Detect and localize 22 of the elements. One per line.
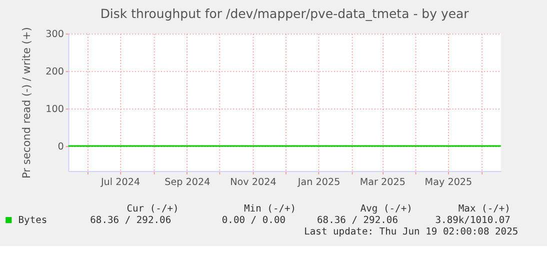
text: 68.36 / 292.06	[316, 214, 398, 226]
y-tick-label: 0	[58, 141, 64, 152]
chart-title: Disk throughput for /dev/mapper/pve-data_tmeta - by year	[100, 6, 470, 21]
text: Min (-/+)	[244, 203, 296, 214]
x-tick-label: Jan 2025	[296, 177, 340, 188]
text: 0.00 / 0.00	[222, 214, 286, 226]
text: 68.36 / 292.06	[90, 214, 172, 226]
y-axis-title: Pr second read (-) / write (+)	[21, 27, 34, 179]
y-tick-label: 300	[46, 28, 64, 40]
text: Last update: Thu Jun 19 02:00:08 2025	[304, 226, 518, 238]
y-tick-label: 200	[46, 66, 64, 78]
x-tick-label: Mar 2025	[360, 177, 406, 188]
text: 3.89k/1010.07	[435, 214, 511, 226]
x-tick-label: Nov 2024	[230, 177, 276, 188]
y-tick-label: 100	[46, 104, 64, 115]
text: Max (-/+)	[458, 203, 510, 214]
x-tick-label: May 2025	[424, 177, 472, 188]
text: Avg (-/+)	[360, 203, 412, 214]
text: Cur (-/+)	[126, 203, 179, 214]
x-tick-label: Jul 2024	[100, 177, 140, 188]
x-tick-label: Sep 2024	[164, 177, 210, 188]
legend-label: Bytes	[18, 214, 48, 226]
